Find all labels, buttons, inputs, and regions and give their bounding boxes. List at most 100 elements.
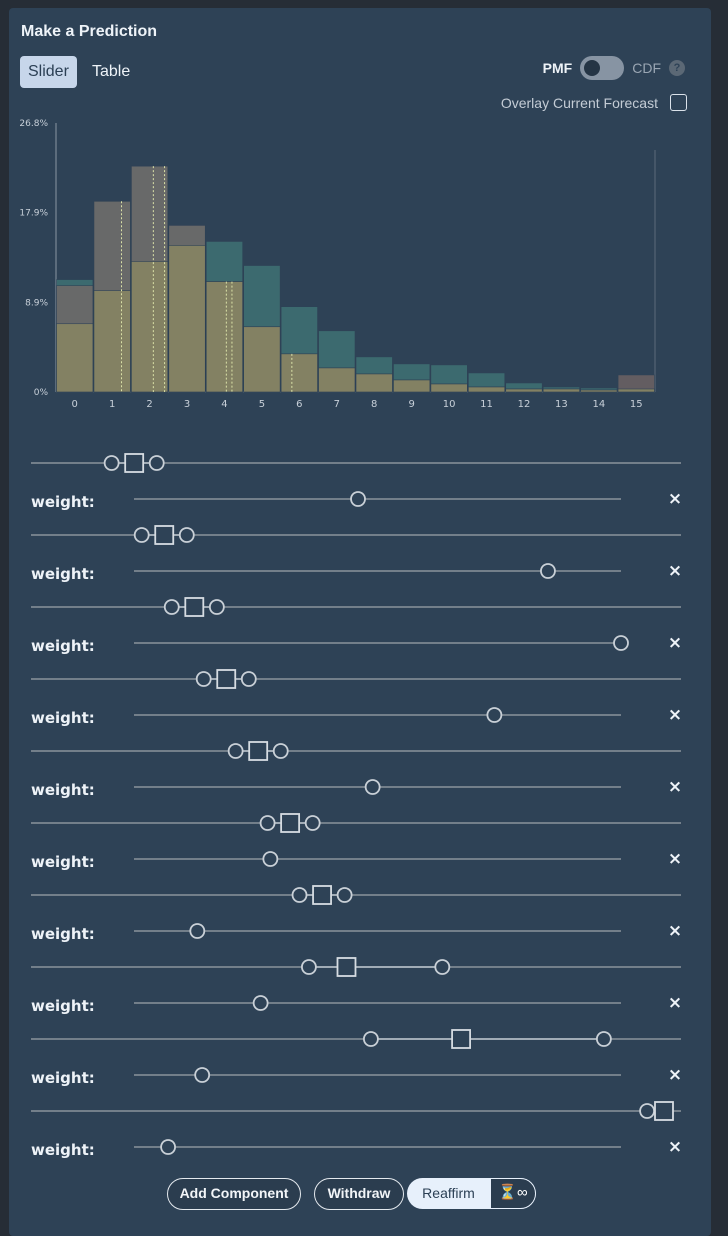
y-tick-label: 26.8% — [19, 119, 48, 129]
component-left-handle[interactable] — [259, 815, 276, 831]
weight-handle[interactable] — [486, 707, 503, 723]
x-tick-label: 4 — [221, 399, 227, 410]
component-left-handle[interactable] — [133, 527, 150, 543]
remove-component-icon[interactable]: × — [668, 993, 682, 1013]
bar-mine — [280, 353, 318, 393]
component-right-handle[interactable] — [434, 959, 451, 975]
remove-component-icon[interactable]: × — [668, 489, 682, 509]
component-left-handle[interactable] — [227, 743, 244, 759]
pmf-cdf-toggle-row: PMF CDF ? — [543, 56, 685, 80]
weight-handle[interactable] — [350, 491, 366, 507]
x-tick-label: 7 — [334, 399, 340, 410]
component-center-handle[interactable] — [248, 741, 269, 761]
x-tick-label: 5 — [259, 399, 265, 410]
component-center-handle[interactable] — [124, 453, 145, 473]
weight-label: weight: — [31, 637, 95, 655]
component-left-handle[interactable] — [639, 1103, 655, 1119]
bar-mine — [505, 388, 543, 393]
weight-handle[interactable] — [252, 995, 269, 1011]
reaffirm-label: Reaffirm — [422, 1185, 475, 1201]
weight-label: weight: — [31, 1069, 95, 1087]
component-left-handle[interactable] — [301, 959, 317, 975]
bar-mine — [243, 326, 281, 393]
remove-component-icon[interactable]: × — [668, 921, 682, 941]
component-center-handle[interactable] — [280, 813, 301, 833]
weight-handle[interactable] — [194, 1067, 211, 1083]
add-component-button[interactable]: Add Component — [167, 1178, 301, 1210]
weight-label: weight: — [31, 925, 95, 943]
bar-mine — [56, 323, 94, 393]
weight-handle[interactable] — [613, 635, 629, 651]
weight-label: weight: — [31, 493, 95, 511]
component-right-handle[interactable] — [148, 455, 165, 471]
component-center-handle[interactable] — [216, 669, 237, 689]
x-tick-label: 3 — [184, 399, 190, 410]
remove-component-icon[interactable]: × — [668, 849, 682, 869]
remove-component-icon[interactable]: × — [668, 561, 682, 581]
bar-mine — [617, 388, 655, 393]
component-right-handle[interactable] — [240, 671, 257, 687]
component-left-handle[interactable] — [163, 599, 180, 615]
bar-mine — [393, 379, 431, 393]
weight-handle[interactable] — [540, 563, 556, 579]
tab-slider[interactable]: Slider — [20, 56, 77, 88]
remove-component-icon[interactable]: × — [668, 705, 682, 725]
pmf-chart: 0%8.9%17.9%26.8%0 1 2 3 4 5 6 7 8 9 10 11 12 13 14 15 — [19, 119, 656, 410]
component-left-handle[interactable] — [363, 1031, 379, 1047]
withdraw-button[interactable]: Withdraw — [314, 1178, 404, 1210]
bar-mine — [131, 261, 169, 393]
x-tick-label: 1 — [109, 399, 115, 410]
bar-mine — [542, 388, 580, 393]
bar-mine — [205, 281, 243, 393]
x-tick-label: 6 — [296, 399, 302, 410]
weight-label: weight: — [31, 781, 95, 799]
component-right-handle[interactable] — [208, 599, 225, 615]
component-center-handle[interactable] — [336, 957, 357, 977]
y-tick-label: 8.9% — [25, 299, 48, 309]
toggle-knob — [584, 60, 601, 76]
component-center-handle[interactable] — [312, 885, 332, 905]
bar-mine — [93, 290, 131, 393]
bar-mine — [318, 367, 356, 393]
weight-label: weight: — [31, 853, 95, 871]
weight-handle[interactable] — [160, 1139, 176, 1155]
help-icon[interactable]: ? — [669, 60, 685, 76]
cdf-label: CDF — [632, 60, 661, 76]
component-right-handle[interactable] — [272, 743, 289, 759]
x-tick-label: 11 — [480, 399, 493, 410]
pmf-label: PMF — [542, 60, 573, 76]
reaffirm-button[interactable]: Reaffirm ⏳∞ — [407, 1178, 536, 1209]
x-tick-label: 8 — [371, 399, 377, 410]
weight-handle[interactable] — [189, 923, 206, 939]
remove-component-icon[interactable]: × — [668, 633, 682, 653]
remove-component-icon[interactable]: × — [668, 777, 682, 797]
component-center-handle[interactable] — [184, 597, 205, 617]
component-left-handle[interactable] — [195, 671, 212, 687]
component-center-handle[interactable] — [654, 1101, 674, 1121]
x-tick-label: 9 — [408, 399, 414, 410]
bar-mine — [580, 389, 618, 393]
component-center-handle[interactable] — [451, 1029, 471, 1049]
weight-handle[interactable] — [262, 851, 279, 867]
bar-mine — [168, 245, 206, 393]
tab-table[interactable]: Table — [92, 63, 131, 80]
hourglass-infinity-icon[interactable]: ⏳∞ — [490, 1178, 536, 1209]
overlay-row: Overlay Current Forecast — [501, 94, 687, 111]
component-right-handle[interactable] — [595, 1031, 612, 1047]
overlay-checkbox[interactable] — [670, 94, 687, 111]
pmf-cdf-toggle[interactable] — [580, 56, 625, 80]
x-tick-label: 12 — [518, 399, 531, 410]
y-tick-label: 0% — [34, 388, 49, 398]
weight-handle[interactable] — [364, 779, 381, 795]
remove-component-icon[interactable]: × — [668, 1137, 682, 1157]
weight-label: weight: — [31, 1141, 95, 1159]
component-left-handle[interactable] — [103, 455, 120, 471]
bar-mine — [355, 373, 393, 393]
remove-component-icon[interactable]: × — [668, 1065, 682, 1085]
component-center-handle[interactable] — [154, 525, 175, 545]
component-right-handle[interactable] — [304, 815, 321, 831]
weight-label: weight: — [31, 565, 95, 583]
component-right-handle[interactable] — [178, 527, 195, 543]
component-right-handle[interactable] — [336, 887, 353, 903]
component-left-handle[interactable] — [291, 887, 308, 903]
